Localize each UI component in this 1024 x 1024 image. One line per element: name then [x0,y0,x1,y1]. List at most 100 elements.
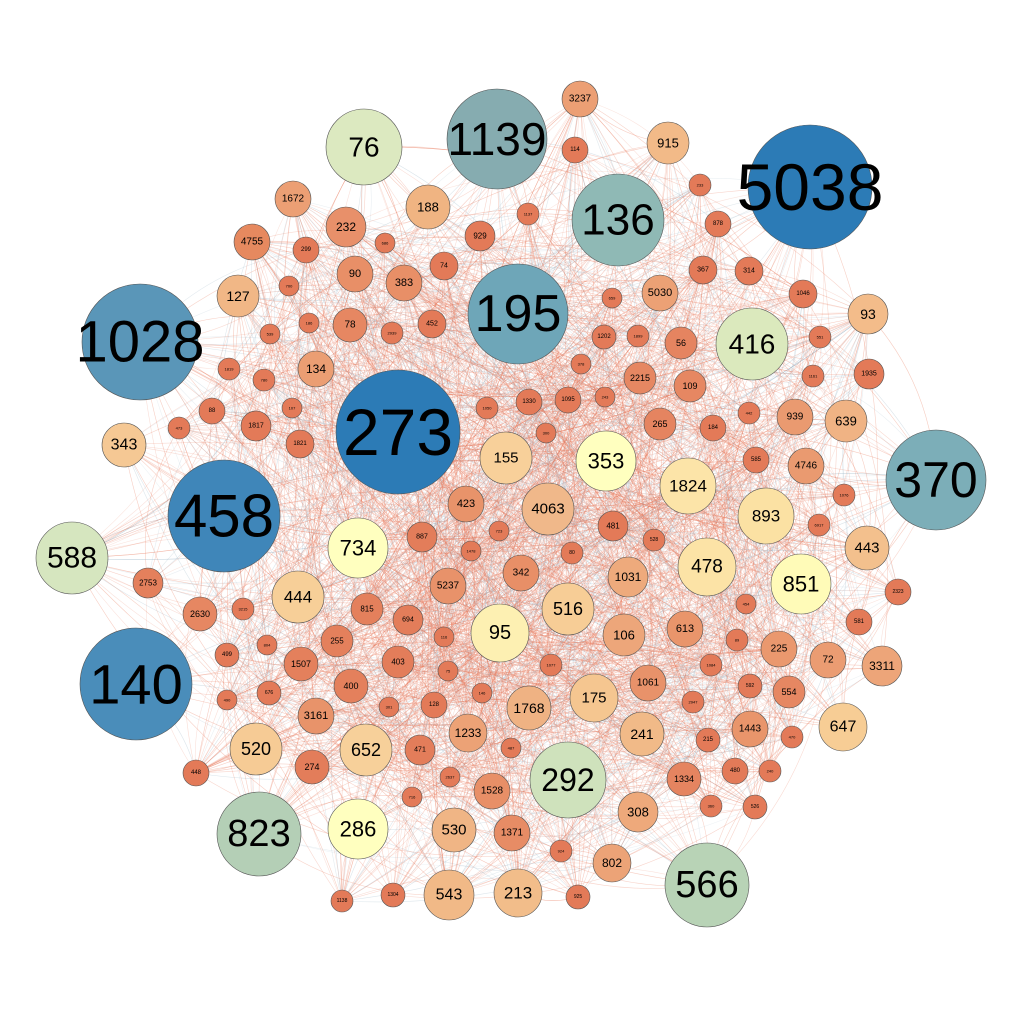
node-circle [229,722,283,776]
graph-edge [263,379,552,666]
node-label: 299 [301,247,312,253]
graph-edge [258,219,619,835]
node-label: 802 [602,856,622,870]
graph-node: 487 [500,737,522,759]
graph-edge [481,683,751,730]
node-circle [447,485,485,523]
graph-edge [391,332,793,738]
graph-edge [794,416,837,661]
graph-node: 473 [167,416,191,440]
graph-node: 367 [688,255,718,285]
graph-edge [499,632,751,691]
graph-edge [365,265,458,751]
graph-node: 1061 [629,664,667,702]
graph-node: 929 [464,220,496,252]
graph-edge [486,142,669,409]
node-circle [681,690,705,714]
graph-edge [341,539,655,902]
graph-edge [255,385,691,448]
graph-node: 274 [294,749,330,785]
graph-node: 1899 [626,324,650,348]
node-label: 530 [441,822,466,839]
graph-node: 448 [182,759,210,787]
graph-edge [407,603,747,644]
node-circle [641,274,679,312]
graph-edge [374,242,493,792]
node-circle [429,251,459,281]
node-circle [715,307,789,381]
graph-edge [692,591,899,703]
graph-edge [311,608,569,768]
graph-edge [357,547,780,654]
node-label: 481 [606,522,620,531]
node-label: 367 [697,267,709,274]
graph-edge [520,335,639,574]
node-label: 1528 [481,786,504,797]
node-circle [731,710,769,748]
graph-node: 554 [772,675,806,709]
graph-edge [266,644,751,741]
graph-node: 2637 [439,766,461,788]
graph-edge [637,223,719,337]
graph-node: 2947 [681,690,705,714]
graph-edge [465,503,780,650]
graph-node: 240 [758,759,782,783]
graph-edge [123,444,449,587]
graph-node: 1137 [516,202,540,226]
node-label: 128 [429,702,440,708]
graph-edge [479,235,691,387]
node-label: 184 [708,425,719,431]
node-circle [216,791,302,877]
node-circle [420,691,448,719]
node-circle [619,711,665,757]
node-label: 723 [496,529,503,534]
graph-edge [305,249,708,568]
graph-edge [397,635,712,666]
graph-node: 2215 [623,361,657,395]
node-circle [788,279,818,309]
graph-edge [365,733,643,768]
graph-edge [357,547,793,738]
graph-edge [528,401,573,554]
node-label: 1233 [455,726,482,740]
graph-node: 225 [760,630,798,668]
graph-edge [550,459,757,666]
graph-node: 3215 [231,597,255,621]
graph-edge [392,465,807,896]
graph-edge [292,198,661,425]
graph-edge [226,399,569,656]
graph-edge [223,369,814,517]
graph-node: 114 [561,136,589,164]
graph-edge [237,275,682,344]
node-label: 887 [416,534,428,541]
node-circle [405,184,451,230]
node-label: 470 [789,735,796,740]
graph-node: 925 [565,884,591,910]
node-circle [216,274,260,318]
graph-edge [637,385,708,813]
node-circle [471,682,493,704]
graph-edge [510,515,767,749]
graph-node: 343 [101,422,147,468]
graph-edge [226,662,449,701]
node-label: 1084 [707,663,717,668]
node-label: 716 [409,795,416,800]
node-label: 378 [578,362,585,367]
graph-edge [357,547,780,654]
node-circle [493,814,531,852]
graph-edge [298,249,359,549]
graph-edge [421,536,512,749]
graph-edge [421,377,641,538]
graph-edge [263,226,347,381]
graph-edge [481,628,686,694]
graph-edge [467,269,704,734]
graph-edge [354,273,595,699]
graph-edge [315,665,883,746]
graph-edge [350,503,467,687]
node-label: 1672 [282,194,305,205]
node-label: 1334 [674,774,694,784]
node-circle [81,283,199,401]
node-circle [278,275,300,297]
graph-edge [810,524,844,728]
graph-edge [639,292,709,741]
